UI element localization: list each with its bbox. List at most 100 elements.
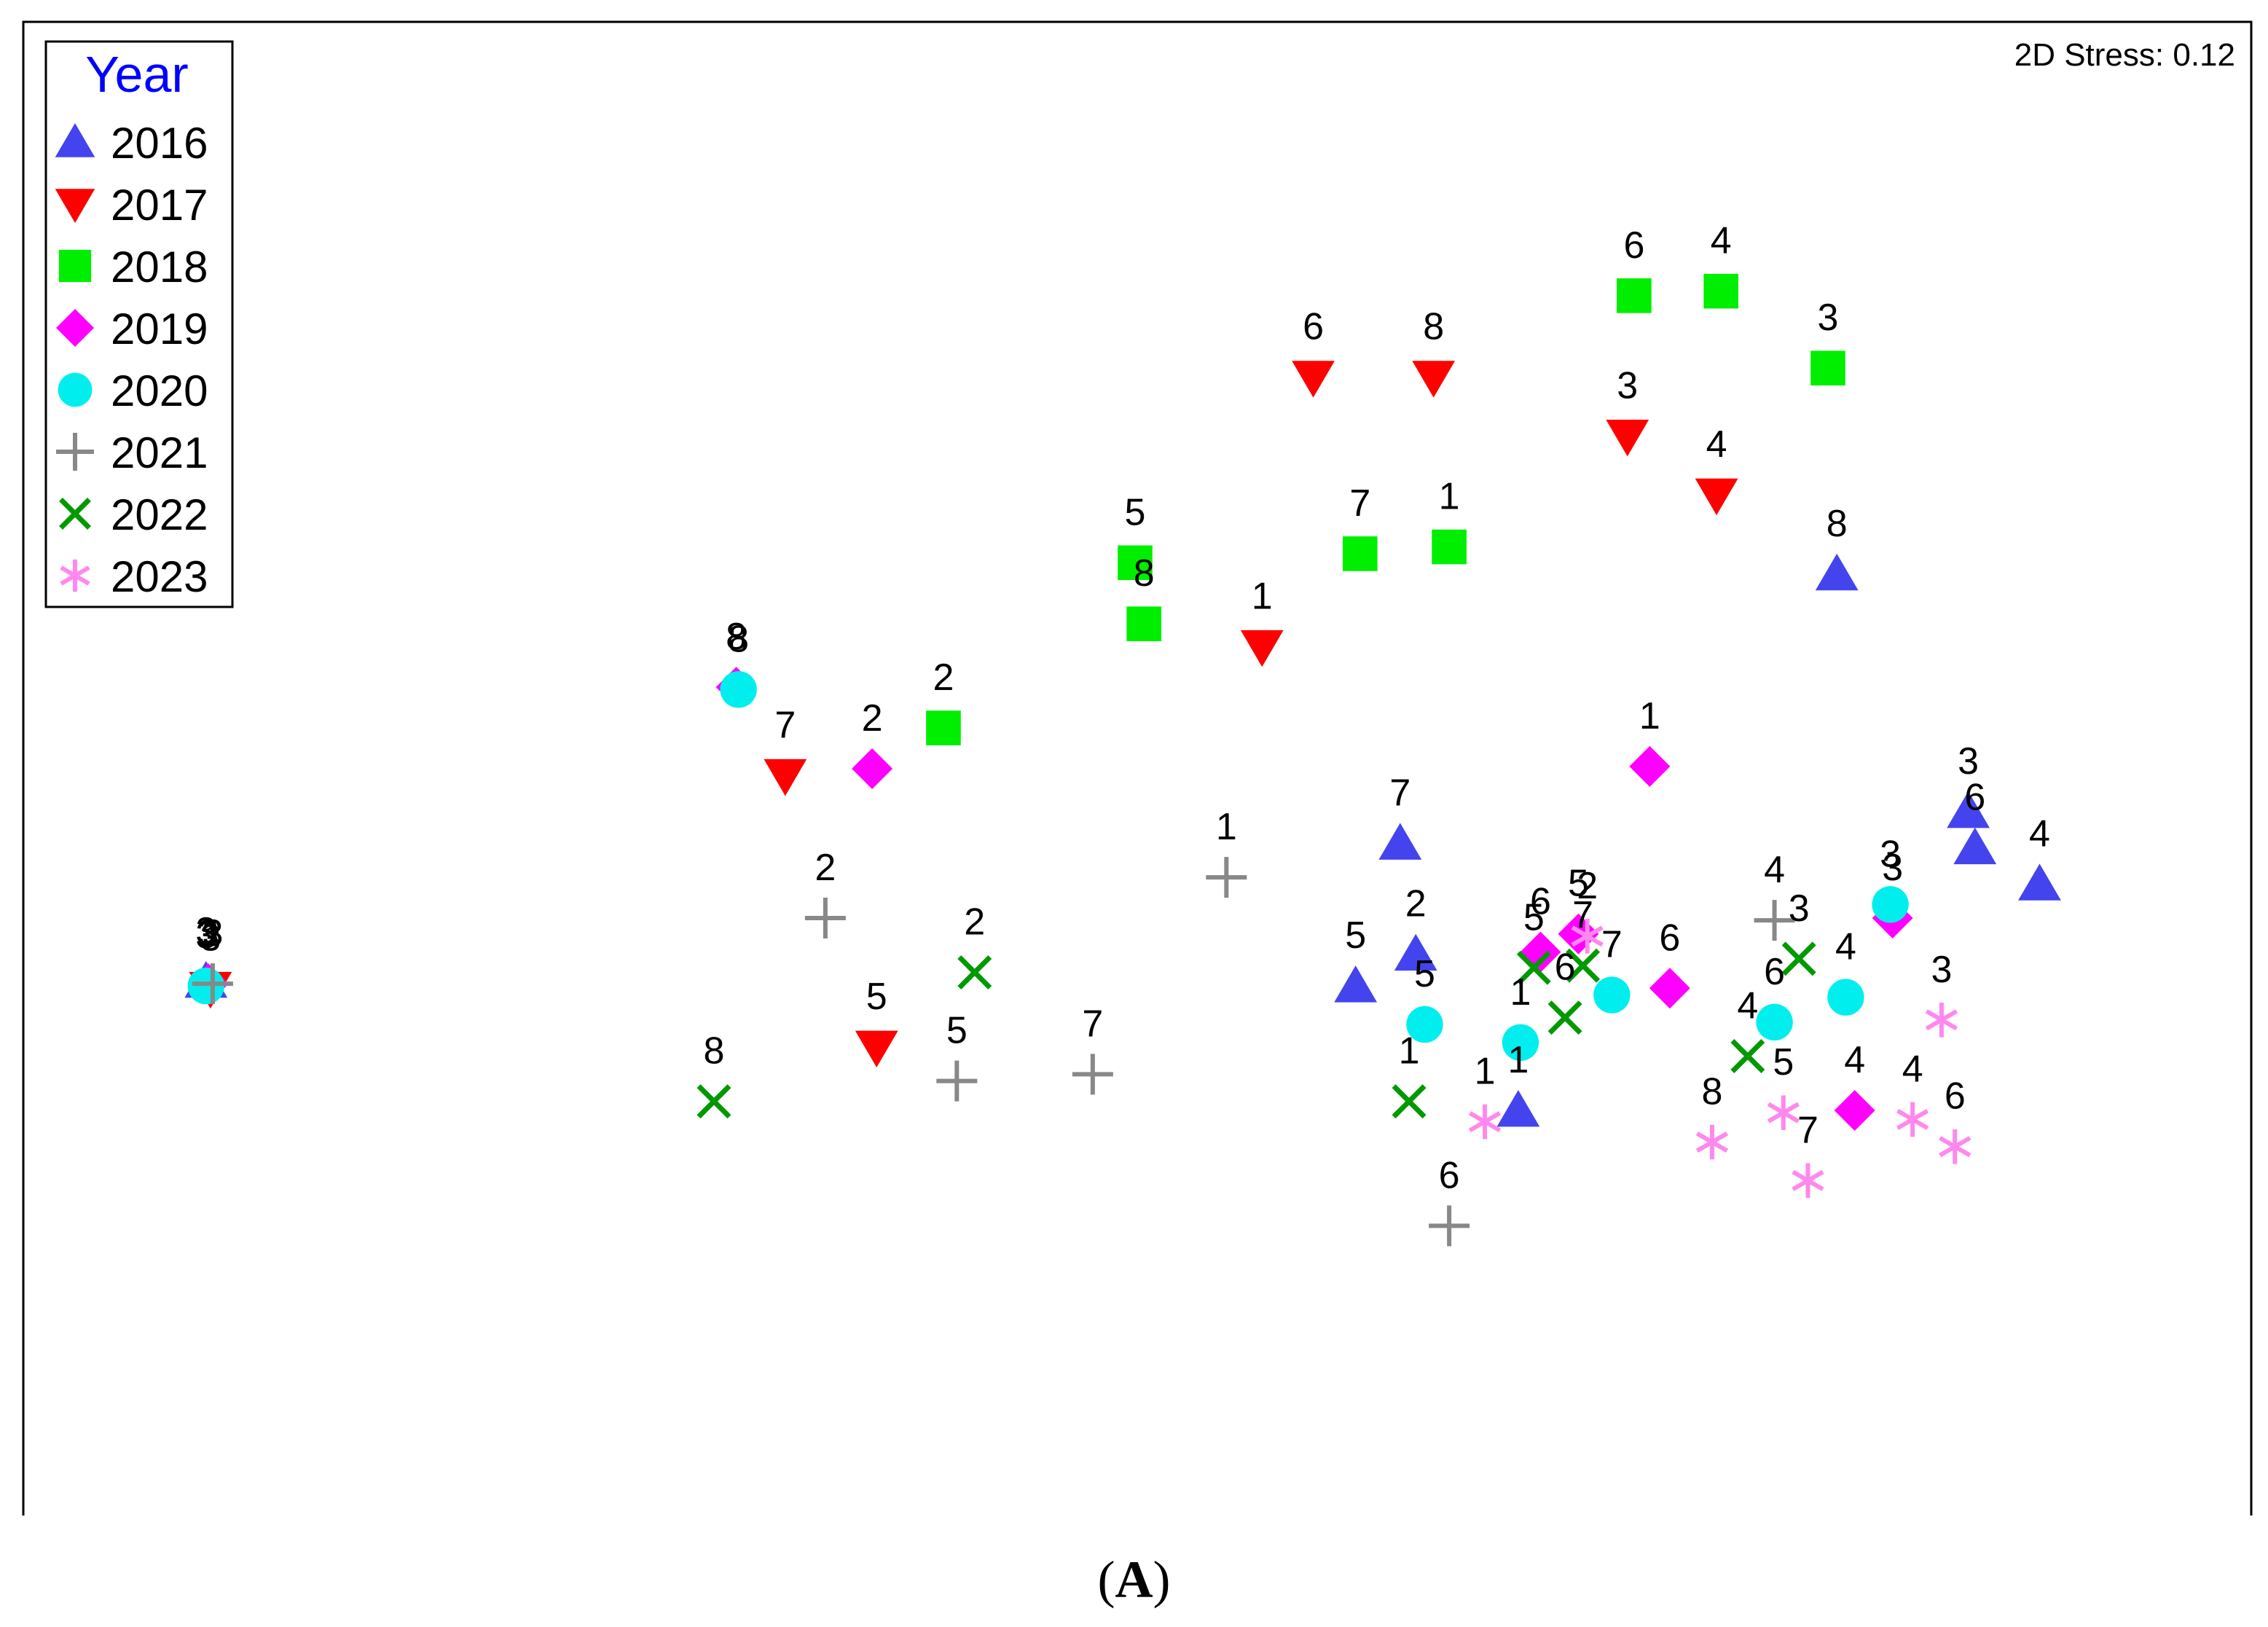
point-label-2016-2: 2 xyxy=(1405,883,1427,925)
point-label-2022-4: 4 xyxy=(1737,984,1758,1027)
legend-item-2016: 2016 xyxy=(55,119,208,168)
point-2018-6 xyxy=(1617,278,1652,313)
point-label-2019-1: 1 xyxy=(1639,695,1660,737)
point-2020-5 xyxy=(1406,1005,1443,1043)
legend: Year 2016 2017 2018 2019 2020 2021 2022 2023 xyxy=(44,40,234,608)
legend-title: Year xyxy=(85,46,188,103)
legend-label-2023: 2023 xyxy=(111,552,208,601)
plot-border xyxy=(22,20,2253,1516)
point-2018-1 xyxy=(1432,529,1467,565)
point-label-2016-3: 3 xyxy=(195,910,216,952)
point-label-2016-7: 7 xyxy=(1389,772,1410,815)
point-2017-8 xyxy=(1412,361,1456,398)
point-2019-4 xyxy=(1834,1090,1875,1132)
point-label-2021-3: 3 xyxy=(202,912,223,954)
point-2022-8 xyxy=(697,1084,731,1119)
legend-marker-2022 xyxy=(59,498,91,530)
legend-item-2020: 2020 xyxy=(58,366,208,415)
point-2016-6 xyxy=(1953,827,1997,865)
point-2016-7 xyxy=(1378,823,1422,860)
point-label-2021-7: 7 xyxy=(1082,1003,1103,1045)
point-label-2023-4: 4 xyxy=(1902,1048,1923,1090)
point-2020-3 xyxy=(187,967,224,1005)
point-label-2023-1: 1 xyxy=(1475,1051,1496,1093)
point-label-2020-5: 5 xyxy=(1414,953,1435,995)
point-label-2016-5: 5 xyxy=(1345,914,1366,957)
point-2023-6 xyxy=(1939,1129,1971,1164)
point-label-2017-3: 3 xyxy=(200,917,221,959)
point-2023-8 xyxy=(1695,1124,1729,1160)
panel-caption: (A) xyxy=(0,1550,2268,1609)
legend-label-2018: 2018 xyxy=(111,243,208,291)
point-label-2020-3: 3 xyxy=(1880,833,1901,875)
legend-label-2016: 2016 xyxy=(111,119,208,168)
point-2017-5 xyxy=(855,1030,898,1068)
point-2017-3 xyxy=(1606,420,1649,457)
point-2022-2 xyxy=(957,955,992,990)
point-label-2022-5: 5 xyxy=(1523,896,1545,938)
point-label-2017-3: 3 xyxy=(1617,364,1638,407)
point-2016-2 xyxy=(1394,933,1437,971)
point-label-2020-4: 4 xyxy=(1835,926,1856,968)
point-label-2020-1: 1 xyxy=(1510,971,1531,1014)
point-label-2016-6: 6 xyxy=(1964,777,1985,819)
point-2022-1 xyxy=(1392,1084,1427,1119)
point-2021-1 xyxy=(1206,857,1247,898)
point-2016-5 xyxy=(1334,965,1378,1003)
legend-label-2020: 2020 xyxy=(111,366,208,415)
point-label-2019-2: 2 xyxy=(862,697,883,740)
point-label-2016-1: 1 xyxy=(1507,1039,1529,1081)
caption-open: ( xyxy=(1097,1550,1115,1609)
point-label-2019-5: 5 xyxy=(1568,863,1589,905)
point-2016-3 xyxy=(1947,791,1990,828)
point-2018-7 xyxy=(1343,536,1378,571)
point-label-2023-6: 6 xyxy=(1945,1075,1966,1118)
point-label-2021-5: 5 xyxy=(946,1010,968,1052)
plot-frame xyxy=(22,20,2253,1516)
point-label-2018-6: 6 xyxy=(1623,224,1644,267)
point-label-2017-8: 8 xyxy=(1423,306,1444,348)
point-label-2022-8: 8 xyxy=(704,1030,725,1073)
caption-close: ) xyxy=(1153,1550,1171,1609)
point-label-2017-4: 4 xyxy=(1706,423,1727,466)
point-2019-6 xyxy=(1649,968,1690,1009)
point-2023-2 xyxy=(1571,919,1604,954)
legend-label-2019: 2019 xyxy=(111,305,208,353)
point-label-2018-7: 7 xyxy=(1349,482,1370,525)
legend-marker-2018 xyxy=(58,249,92,283)
point-label-2022-7: 7 xyxy=(1572,894,1593,936)
point-2023-1 xyxy=(1468,1104,1502,1140)
legend-marker-2023 xyxy=(60,559,90,592)
point-2021-2 xyxy=(804,898,846,938)
point-2018-8 xyxy=(1126,606,1161,642)
point-label-2016-3: 3 xyxy=(1958,740,1979,783)
point-2016-8 xyxy=(1815,553,1859,591)
point-label-2021-1: 1 xyxy=(1216,806,1237,848)
legend-marker-2017 xyxy=(55,189,95,223)
point-2018-3 xyxy=(1810,350,1845,386)
point-2016-1 xyxy=(1496,1090,1540,1127)
point-label-2018-2: 2 xyxy=(933,656,954,699)
point-2018-2 xyxy=(926,710,961,745)
point-2017-7 xyxy=(764,758,807,796)
point-label-2018-4: 4 xyxy=(1711,220,1732,262)
point-label-2023-7: 7 xyxy=(1797,1109,1818,1151)
legend-item-2017: 2017 xyxy=(55,181,208,230)
point-2021-6 xyxy=(1429,1205,1470,1247)
point-2023-7 xyxy=(1792,1163,1824,1199)
point-2022-4 xyxy=(1730,1038,1765,1073)
point-2022-3 xyxy=(1781,941,1816,976)
point-label-2019-3: 3 xyxy=(197,912,219,954)
caption-label: A xyxy=(1115,1550,1153,1609)
legend-marker-2019 xyxy=(56,309,94,347)
point-2023-4 xyxy=(1896,1102,1929,1137)
point-label-2017-6: 6 xyxy=(1303,306,1324,348)
point-label-2022-2: 2 xyxy=(964,901,985,944)
point-label-2022-3: 3 xyxy=(1789,887,1810,930)
point-2022-6 xyxy=(1547,1000,1582,1035)
point-2021-4 xyxy=(1754,900,1795,941)
point-label-2016-4: 4 xyxy=(2029,812,2050,855)
point-label-2018-3: 3 xyxy=(1818,297,1839,339)
legend-label-2017: 2017 xyxy=(111,181,208,230)
point-label-2020-3: 3 xyxy=(195,914,216,957)
